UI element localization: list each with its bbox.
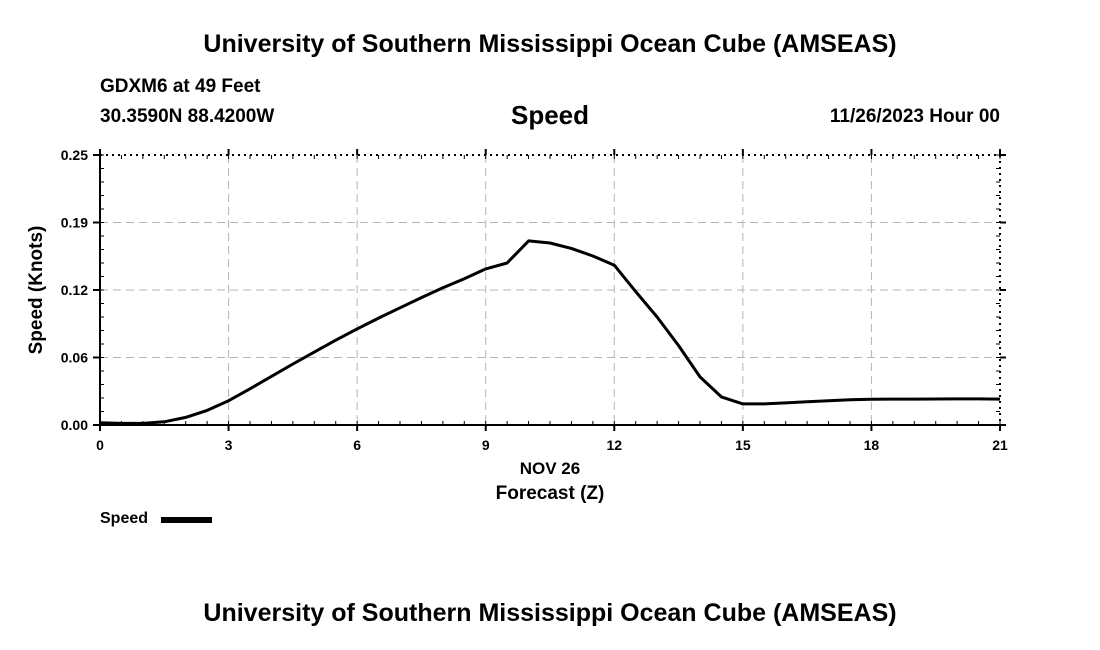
x-tick-label: 9 <box>482 437 490 453</box>
legend-label: Speed <box>100 510 149 527</box>
x-tick-label: 21 <box>992 437 1008 453</box>
chart-title: Speed <box>510 100 590 130</box>
y-tick-label: 0.06 <box>61 350 88 366</box>
forecast-datetime: 11/26/2023 Hour 00 <box>829 106 1000 127</box>
x-tick-label: 15 <box>735 437 751 453</box>
x-axis-date-label: NOV 26 <box>519 459 581 478</box>
y-tick-label: 0.25 <box>61 147 88 163</box>
station-coordinates: 30.3590N 88.4200W <box>100 106 275 127</box>
x-tick-label: 18 <box>864 437 880 453</box>
y-tick-label: 0.12 <box>61 282 88 298</box>
x-tick-label: 6 <box>353 437 361 453</box>
station-label: GDXM6 at 49 Feet <box>100 76 261 97</box>
x-tick-label: 0 <box>96 437 104 453</box>
chart-header-title: University of Southern Mississippi Ocean… <box>203 30 897 58</box>
y-tick-label: 0.19 <box>61 215 88 231</box>
footer-title: University of Southern Mississippi Ocean… <box>203 599 897 627</box>
x-tick-label: 12 <box>606 437 622 453</box>
x-tick-label: 3 <box>225 437 233 453</box>
y-tick-label: 0.00 <box>61 417 88 433</box>
x-axis-label: Forecast (Z) <box>495 483 605 504</box>
speed-series-line <box>99 239 1001 425</box>
legend-swatch <box>161 517 212 523</box>
